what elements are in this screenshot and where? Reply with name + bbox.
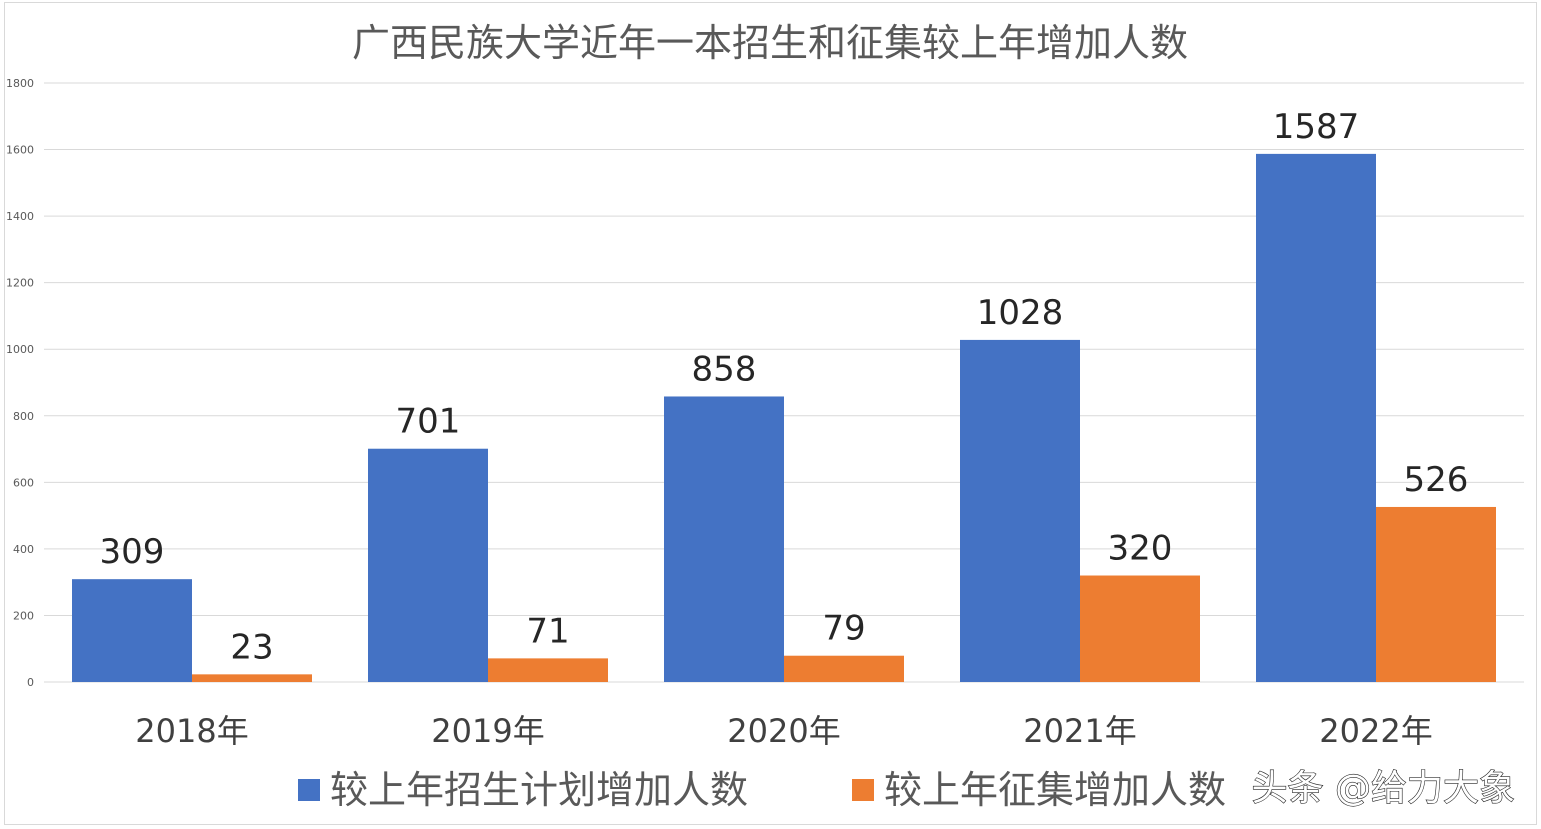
- data-label: 701: [396, 402, 461, 442]
- data-label: 1028: [977, 293, 1064, 333]
- data-label: 858: [692, 349, 757, 389]
- bar-zhaosheng: [368, 448, 488, 682]
- bar-zhengji: [192, 674, 312, 682]
- chart-frame: [4, 2, 1537, 825]
- y-tick-label: 800: [13, 410, 34, 423]
- watermark: 头条 @给力大象: [1252, 768, 1515, 809]
- bar-zhaosheng: [1256, 153, 1376, 683]
- data-label: 79: [822, 609, 865, 649]
- data-label: 309: [100, 532, 165, 572]
- data-label: 71: [526, 611, 569, 651]
- x-tick-label: 2018年: [135, 712, 248, 750]
- bar-zhengji: [1080, 575, 1200, 682]
- y-tick-label: 1000: [6, 343, 34, 356]
- legend-swatch: [298, 779, 320, 801]
- y-tick-label: 400: [13, 543, 34, 556]
- bar-zhengji: [1376, 506, 1496, 682]
- y-tick-label: 0: [27, 676, 34, 689]
- bar-zhengji: [784, 655, 904, 682]
- chart-title: 广西民族大学近年一本招生和征集较上年增加人数: [352, 21, 1188, 65]
- legend-swatch: [852, 779, 874, 801]
- y-tick-label: 200: [13, 609, 34, 622]
- legend-label: 较上年招生计划增加人数: [330, 768, 748, 812]
- data-label: 526: [1404, 460, 1469, 500]
- y-tick-label: 1200: [6, 277, 34, 290]
- x-tick-label: 2021年: [1023, 712, 1136, 750]
- bar-zhaosheng: [960, 339, 1080, 682]
- legend-label: 较上年征集增加人数: [884, 768, 1226, 812]
- y-tick-label: 1400: [6, 210, 34, 223]
- data-label: 23: [230, 627, 273, 667]
- x-tick-label: 2020年: [727, 712, 840, 750]
- data-label: 1587: [1273, 107, 1360, 147]
- bar-zhaosheng: [72, 579, 192, 682]
- y-tick-label: 600: [13, 476, 34, 489]
- x-tick-label: 2019年: [431, 712, 544, 750]
- x-tick-label: 2022年: [1319, 712, 1432, 750]
- bar-zhengji: [488, 658, 608, 682]
- data-label: 320: [1108, 529, 1173, 569]
- bar-zhaosheng: [664, 396, 784, 682]
- y-tick-label: 1600: [6, 144, 34, 157]
- y-tick-label: 1800: [6, 77, 34, 90]
